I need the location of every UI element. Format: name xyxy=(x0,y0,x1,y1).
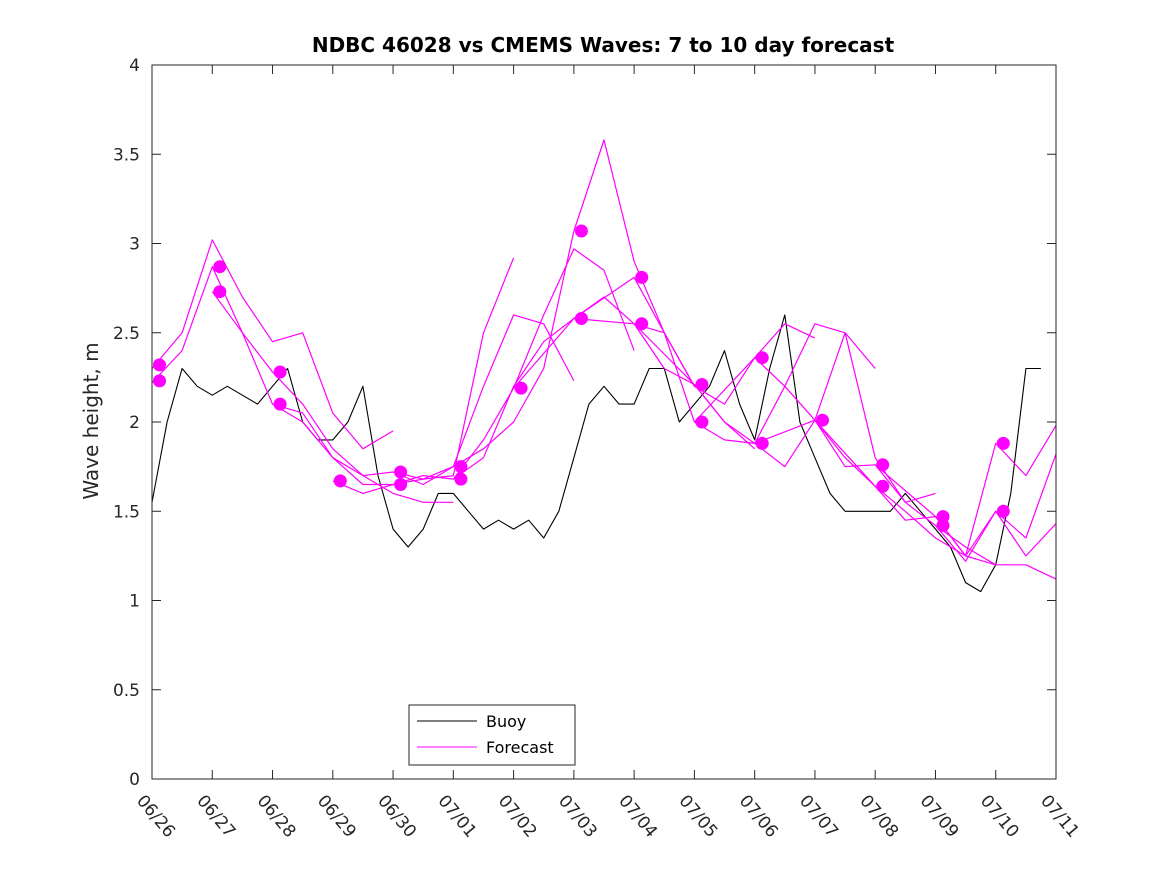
forecast-marker xyxy=(936,519,950,532)
forecast-line xyxy=(151,239,394,450)
x-tick-label: 07/05 xyxy=(675,791,722,841)
y-axis: 0 0.5 1 1.5 2 2.5 3 3.5 4 xyxy=(113,56,1056,790)
forecast-marker xyxy=(755,351,769,365)
x-tick-label: 07/04 xyxy=(614,791,661,841)
forecast-line xyxy=(513,276,816,405)
x-tick-label: 06/30 xyxy=(373,791,420,841)
forecast-marker xyxy=(996,436,1010,450)
x-tick-label: 06/29 xyxy=(313,791,360,841)
x-tick-label: 07/08 xyxy=(855,791,902,841)
x-tick-label: 07/06 xyxy=(735,791,782,841)
x-tick-label: 06/26 xyxy=(132,791,179,841)
x-tick-label: 07/03 xyxy=(554,791,601,841)
forecast-line xyxy=(874,425,1057,557)
forecast-marker xyxy=(273,365,287,379)
x-tick-label: 07/09 xyxy=(916,791,963,841)
y-tick-label: 2 xyxy=(129,413,140,433)
forecast-marker xyxy=(213,260,227,274)
forecast-marker xyxy=(695,378,709,391)
x-axis: 06/26 06/27 06/28 06/29 06/30 07/01 07/02 07/03… xyxy=(132,65,1083,842)
y-tick-label: 3.5 xyxy=(113,145,140,165)
forecast-marker xyxy=(574,312,588,325)
forecast-marker xyxy=(273,397,287,411)
forecast-markers xyxy=(153,224,1010,532)
forecast-line xyxy=(452,296,756,480)
legend: Buoy Forecast xyxy=(408,704,576,766)
legend-buoy-label: Buoy xyxy=(486,712,526,731)
y-tick-label: 0.5 xyxy=(113,681,140,701)
forecast-marker xyxy=(394,465,408,479)
forecast-marker xyxy=(153,358,166,372)
forecast-line xyxy=(754,419,1057,580)
forecast-marker xyxy=(996,504,1010,518)
forecast-marker xyxy=(574,224,588,238)
forecast-line xyxy=(332,248,635,494)
forecast-marker xyxy=(695,415,709,429)
forecast-marker xyxy=(514,381,528,395)
forecast-marker xyxy=(876,479,890,493)
x-tick-label: 07/02 xyxy=(494,791,541,841)
chart-title: NDBC 46028 vs CMEMS Waves: 7 to 10 day f… xyxy=(312,33,895,57)
forecast-line xyxy=(573,317,876,444)
forecast-marker xyxy=(153,374,166,388)
forecast-marker xyxy=(635,317,649,331)
forecast-series xyxy=(151,139,1057,580)
forecast-marker xyxy=(816,413,829,427)
forecast-marker xyxy=(333,474,347,488)
forecast-line xyxy=(935,453,1057,562)
y-tick-label: 2.5 xyxy=(113,324,140,344)
y-tick-label: 0 xyxy=(129,770,140,790)
x-tick-label: 06/28 xyxy=(253,791,300,841)
y-tick-label: 1.5 xyxy=(113,502,140,522)
forecast-line xyxy=(392,139,695,486)
forecast-marker xyxy=(755,436,769,450)
x-tick-label: 07/11 xyxy=(1036,791,1083,841)
buoy-line xyxy=(151,314,1041,593)
forecast-marker xyxy=(454,460,468,474)
forecast-line xyxy=(693,357,996,566)
x-tick-label: 07/07 xyxy=(795,791,842,841)
y-tick-label: 3 xyxy=(129,235,140,255)
buoy-series xyxy=(151,314,1041,593)
forecast-line xyxy=(272,314,575,486)
forecast-marker xyxy=(394,478,408,491)
forecast-line xyxy=(633,323,936,503)
plot-frame xyxy=(151,64,1057,780)
legend-forecast-label: Forecast xyxy=(486,738,554,757)
forecast-line xyxy=(814,419,1057,557)
x-tick-label: 07/01 xyxy=(434,791,481,841)
forecast-marker xyxy=(213,285,227,299)
y-tick-label: 4 xyxy=(129,56,140,76)
y-tick-label: 1 xyxy=(129,592,140,612)
forecast-marker xyxy=(454,472,468,486)
x-tick-label: 07/10 xyxy=(976,791,1023,841)
x-tick-label: 06/27 xyxy=(192,791,239,841)
legend-box xyxy=(408,704,576,766)
y-axis-label: Wave height, m xyxy=(79,342,103,499)
forecast-marker xyxy=(876,458,890,472)
forecast-marker xyxy=(635,270,649,284)
forecast-marker xyxy=(936,510,950,524)
forecast-line xyxy=(151,266,454,503)
forecast-line xyxy=(211,257,515,480)
